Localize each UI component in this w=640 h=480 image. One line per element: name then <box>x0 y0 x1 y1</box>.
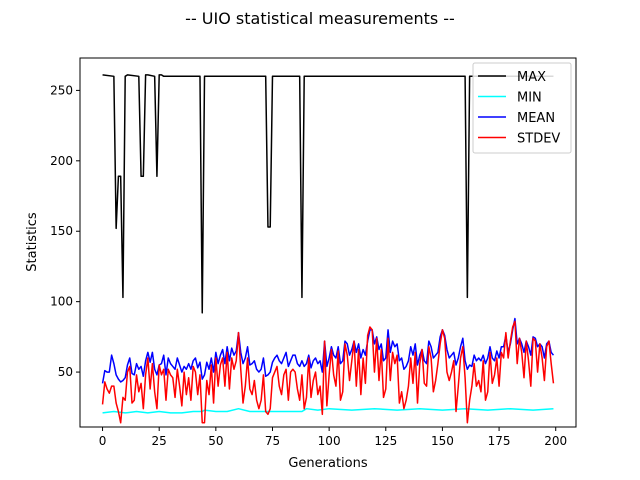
x-tick-label: 175 <box>488 434 511 448</box>
x-axis-label: Generations <box>288 456 368 471</box>
legend-label-mean: MEAN <box>517 111 555 126</box>
legend: MAX MIN MEAN STDEV <box>472 62 572 154</box>
y-tick-label: 50 <box>58 365 73 379</box>
series-line-max <box>102 74 554 314</box>
y-axis-label: Statistics <box>25 212 40 272</box>
x-tick-label: 50 <box>208 434 223 448</box>
chart-title: -- UIO statistical measurements -- <box>185 9 455 28</box>
x-tick-label: 125 <box>374 434 397 448</box>
x-tick-label: 25 <box>152 434 167 448</box>
series-line-min <box>102 407 554 414</box>
x-tick-label: 200 <box>544 434 567 448</box>
x-tick-label: 0 <box>99 434 107 448</box>
series-lines <box>101 74 555 424</box>
y-tick-label: 200 <box>50 154 73 168</box>
x-tick-label: 150 <box>431 434 454 448</box>
series-line-stdev <box>101 320 555 424</box>
y-tick-label: 150 <box>50 224 73 238</box>
x-tick-label: 75 <box>265 434 280 448</box>
plot-area <box>79 57 577 428</box>
y-tick-label: 100 <box>50 295 73 309</box>
legend-label-stdev: STDEV <box>517 132 560 147</box>
legend-box <box>472 62 572 154</box>
legend-label-max: MAX <box>517 70 546 85</box>
x-tick-label: 100 <box>318 434 341 448</box>
series-line-mean <box>101 317 555 384</box>
y-tick-label: 250 <box>50 83 73 97</box>
legend-label-min: MIN <box>517 91 542 106</box>
axis-ticks: 0 25 50 75 100 125 150 175 200 50 100 150 200 250 <box>50 83 567 448</box>
